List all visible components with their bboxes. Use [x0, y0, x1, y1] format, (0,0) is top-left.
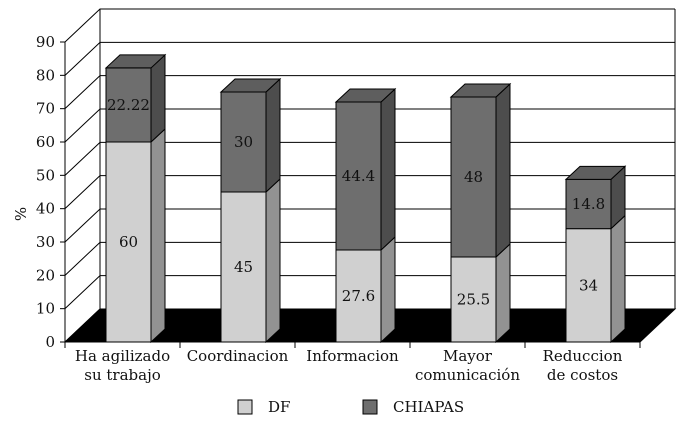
- bar-top-chiapas: [219, 78, 282, 93]
- bar-df: [335, 249, 382, 343]
- y-tick-label: 80: [36, 66, 55, 84]
- y-tick-label: 60: [36, 133, 55, 151]
- bar-chiapas: [565, 178, 612, 230]
- value-label-df: 27.6: [342, 287, 375, 305]
- x-category-label: Mayor comunicación: [415, 347, 520, 384]
- x-category-label-line: Mayor: [443, 347, 493, 365]
- bar-side-chiapas: [495, 82, 511, 259]
- bar-side-chiapas: [380, 87, 396, 252]
- legend-swatch-df: [237, 399, 253, 415]
- bar-chiapas: [450, 96, 497, 258]
- y-axis-label: %: [12, 207, 30, 221]
- x-category-label: Coordinacion: [187, 347, 289, 365]
- bar-side-chiapas: [150, 53, 166, 144]
- legend-label-df: DF: [268, 398, 290, 416]
- bar-df: [220, 191, 267, 343]
- bar-top-chiapas: [104, 54, 167, 69]
- y-tick-label: 70: [36, 100, 55, 118]
- x-category-label-line: Informacion: [306, 347, 399, 365]
- y-tick-label: 50: [36, 166, 55, 184]
- bar-chiapas: [105, 67, 152, 143]
- bar-df: [105, 141, 152, 343]
- y-tick-label: 10: [36, 300, 55, 318]
- legend-label-chiapas: CHIAPAS: [393, 398, 464, 416]
- value-label-chiapas: 30: [234, 133, 253, 151]
- bar-df: [450, 256, 497, 343]
- value-label-df: 45: [234, 258, 253, 276]
- legend-swatch-chiapas: [362, 399, 378, 415]
- x-category-label-line: Reduccion: [543, 347, 623, 365]
- y-tick-label: 20: [36, 266, 55, 284]
- value-label-df: 34: [579, 276, 598, 294]
- x-category-label: Informacion: [306, 347, 399, 365]
- x-category-label-line: comunicación: [415, 366, 520, 384]
- bar-chiapas: [335, 101, 382, 251]
- value-label-chiapas: 48: [464, 168, 483, 186]
- value-label-df: 25.5: [457, 291, 490, 309]
- bar-top-chiapas: [449, 83, 512, 98]
- bar-side-df: [150, 127, 166, 344]
- bar-side-df: [265, 177, 281, 344]
- side-wall: [65, 9, 100, 342]
- bar-side-df: [380, 235, 396, 344]
- bar-top-chiapas: [334, 88, 397, 103]
- x-category-label-line: Coordinacion: [187, 347, 289, 365]
- y-tick-label: 90: [36, 33, 55, 51]
- value-label-chiapas: 22.22: [107, 96, 150, 114]
- y-tick-label: 30: [36, 233, 55, 251]
- x-category-label-line: Ha agilizado: [75, 347, 170, 365]
- x-category-label: Ha agilizado su trabajo: [75, 347, 170, 384]
- bar-side-df: [495, 242, 511, 344]
- x-category-label-line: su trabajo: [84, 366, 161, 384]
- bar-chiapas: [220, 91, 267, 193]
- bar-df: [565, 228, 612, 343]
- bar-top-chiapas: [564, 165, 627, 180]
- x-category-label-line: de costos: [547, 366, 618, 384]
- value-label-chiapas: 44.4: [342, 167, 375, 185]
- value-label-df: 60: [119, 233, 138, 251]
- bar-side-chiapas: [265, 77, 281, 194]
- bar-side-df: [610, 214, 626, 344]
- y-tick-label: 40: [36, 200, 55, 218]
- x-category-label: Reduccion de costos: [543, 347, 623, 384]
- value-label-chiapas: 14.8: [572, 195, 605, 213]
- y-tick-label: 0: [45, 333, 55, 351]
